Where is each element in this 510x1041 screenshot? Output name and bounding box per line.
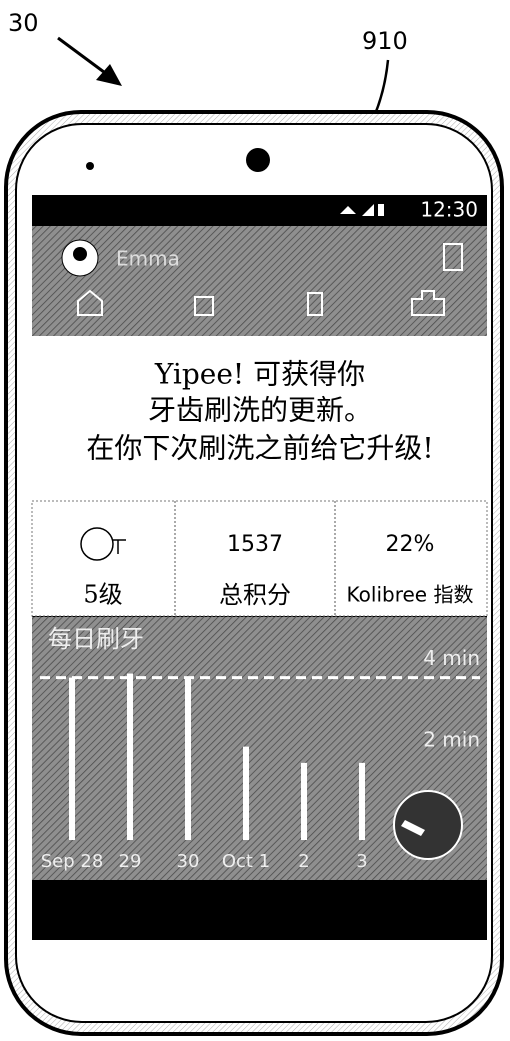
y-tick-label: 4 min [423, 646, 480, 670]
callout-label: 910 [362, 27, 408, 55]
index: 22% [386, 532, 435, 557]
bar [359, 763, 365, 840]
user-name: Emma [116, 247, 180, 271]
message-line: 在你下次刷洗之前给它升级! [86, 432, 433, 465]
bar [185, 678, 191, 840]
x-tick-label: 30 [177, 851, 200, 872]
x-tick-label: 2 [298, 851, 309, 872]
figure-label: 30 [8, 9, 39, 37]
x-tick-label: 29 [119, 851, 142, 872]
bar [69, 678, 75, 840]
figure: 30 910 12:30 Emma Yipee! 可获得你 牙齿刷洗的更新。 在… [0, 0, 510, 1041]
bar [127, 674, 133, 840]
camera [246, 148, 270, 172]
speaker [86, 162, 94, 170]
bar [243, 747, 249, 840]
header [32, 226, 487, 336]
x-tick-label: Oct 1 [222, 851, 270, 872]
avatar-head [73, 247, 87, 261]
bar [301, 763, 307, 840]
page: 30 910 12:30 Emma Yipee! 可获得你 牙齿刷洗的更新。 在… [0, 0, 510, 1041]
level: 5级 [83, 581, 122, 609]
index-label: Kolibree 指数 [347, 583, 474, 607]
chart-title: 每日刷牙 [48, 625, 144, 653]
x-tick-label: Sep 28 [41, 851, 104, 872]
x-tick-label: 3 [356, 851, 367, 872]
score-label: 总积分 [219, 581, 291, 609]
message-line: Yipee! 可获得你 [154, 358, 365, 391]
status-time: 12:30 [420, 198, 478, 222]
y-tick-label: 2 min [423, 727, 480, 751]
score: 1537 [227, 532, 283, 557]
message-line: 牙齿刷洗的更新。 [148, 394, 372, 427]
